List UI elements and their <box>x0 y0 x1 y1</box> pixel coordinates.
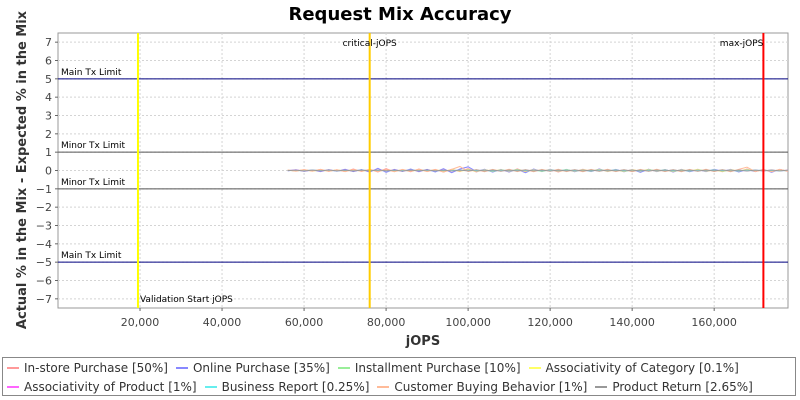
series-lines <box>287 165 789 174</box>
y-tick-label: 6 <box>45 55 52 68</box>
x-tick-label: 60,000 <box>285 316 324 329</box>
legend-label: Installment Purchase [10%] <box>354 361 521 375</box>
legend-label: Business Report [0.25%] <box>221 380 370 394</box>
marker-line-label: critical-jOPS <box>343 39 397 49</box>
limit-line-label: Main Tx Limit <box>61 68 122 78</box>
legend-row: Associativity of Product [1%] Business Re… <box>7 378 761 396</box>
y-tick-label: −6 <box>36 275 52 288</box>
y-axis: −7 −6 −5 −4 −3 −2 −1 0 1 2 3 4 5 6 7 <box>36 36 58 306</box>
x-tick-label: 160,000 <box>691 316 737 329</box>
legend: In-store Purchase [50%] Online Purchase [… <box>2 357 796 396</box>
legend-label: In-store Purchase [50%] <box>24 361 168 375</box>
marker-lines: Validation Start jOPS critical-jOPS max-jO… <box>136 33 765 308</box>
y-tick-label: 0 <box>45 165 52 178</box>
legend-item: Associativity of Category [0.1%] <box>528 361 739 375</box>
x-tick-label: 40,000 <box>203 316 242 329</box>
limit-line-label: Main Tx Limit <box>61 251 122 261</box>
y-tick-label: 3 <box>45 110 52 123</box>
x-tick-label: 140,000 <box>609 316 655 329</box>
y-tick-label: −2 <box>36 201 52 214</box>
series-line <box>287 169 789 172</box>
y-tick-label: −5 <box>36 256 52 269</box>
legend-swatch <box>7 386 19 388</box>
limit-lines: Main Tx Limit Minor Tx Limit Minor Tx Limi… <box>58 68 788 263</box>
legend-item: Installment Purchase [10%] <box>337 361 521 375</box>
y-tick-label: 2 <box>45 128 52 141</box>
legend-swatch <box>337 367 350 369</box>
legend-label: Associativity of Product [1%] <box>24 380 197 394</box>
x-axis-label: jOPS <box>405 334 440 349</box>
legend-swatch <box>204 386 217 388</box>
y-tick-label: 4 <box>45 91 52 104</box>
marker-line-label: max-jOPS <box>720 39 764 49</box>
legend-label: Associativity of Category [0.1%] <box>545 361 739 375</box>
legend-swatch <box>528 367 541 369</box>
legend-label: Customer Buying Behavior [1%] <box>394 380 588 394</box>
legend-label: Online Purchase [35%] <box>192 361 330 375</box>
chart-title: Request Mix Accuracy <box>288 4 511 25</box>
y-tick-label: 7 <box>45 36 52 49</box>
marker-line-label: Validation Start jOPS <box>140 295 233 305</box>
legend-swatch <box>175 367 188 369</box>
x-tick-label: 120,000 <box>527 316 573 329</box>
legend-swatch <box>7 367 19 369</box>
legend-item: Customer Buying Behavior [1%] <box>377 380 587 394</box>
x-tick-label: 20,000 <box>121 316 160 329</box>
limit-line-label: Minor Tx Limit <box>61 178 126 188</box>
x-axis: 20,000 40,000 60,000 80,000 100,000 120,000 14… <box>121 308 737 329</box>
y-tick-label: −4 <box>36 238 52 251</box>
y-tick-label: 5 <box>45 73 52 86</box>
legend-item: Business Report [0.25%] <box>204 380 370 394</box>
legend-item: Online Purchase [35%] <box>175 361 330 375</box>
legend-swatch <box>377 386 390 388</box>
y-tick-label: −7 <box>36 293 52 306</box>
legend-item: Associativity of Product [1%] <box>7 380 197 394</box>
y-axis-label: Actual % in the Mix - Expected % in the … <box>15 10 30 329</box>
legend-row: In-store Purchase [50%] Online Purchase [… <box>7 359 747 377</box>
limit-line-label: Minor Tx Limit <box>61 141 126 151</box>
y-tick-label: 1 <box>45 146 52 159</box>
legend-item: Product Return [2.65%] <box>595 380 753 394</box>
y-tick-label: −3 <box>36 220 52 233</box>
legend-item: In-store Purchase [50%] <box>7 361 168 375</box>
x-tick-label: 80,000 <box>367 316 406 329</box>
legend-swatch <box>595 386 608 388</box>
x-tick-label: 100,000 <box>445 316 491 329</box>
y-tick-label: −1 <box>36 183 52 196</box>
legend-label: Product Return [2.65%] <box>612 380 753 394</box>
